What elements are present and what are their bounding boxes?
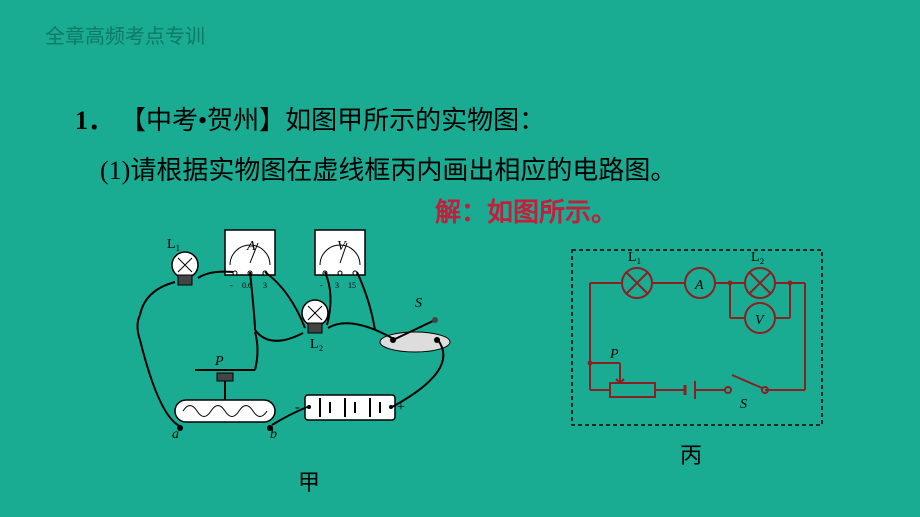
ammeter-label: A — [246, 239, 256, 254]
switch-label: S — [415, 296, 422, 311]
rheostat-b: b — [270, 427, 277, 442]
sch-l2: L₂ — [751, 250, 765, 265]
rheostat-a: a — [172, 427, 179, 442]
sch-v: V — [755, 313, 765, 328]
page-header: 全章高频考点专训 — [45, 20, 205, 49]
caption-right: 丙 — [680, 438, 702, 470]
question-number: 1． — [75, 100, 114, 137]
sch-s: S — [740, 397, 747, 412]
meter-minus: - — [230, 281, 233, 290]
sub-question: (1)请根据实物图在虚线框丙内画出相应的电路图。 — [100, 150, 676, 187]
physical-diagram: - 0.6 3 A - 3 15 V L₁ — [120, 220, 500, 500]
l2-label: L₂ — [310, 337, 324, 352]
sch-p: P — [609, 347, 619, 362]
sch-a: A — [694, 278, 704, 293]
voltmeter-label: V — [337, 239, 347, 254]
question-text: 【中考•贺州】如图甲所示的实物图： — [120, 100, 545, 137]
vmeter-scale2: 3 — [335, 281, 339, 290]
sch-l1: L₁ — [628, 250, 641, 265]
vmeter-minus: - — [320, 281, 323, 290]
circuit-diagram: L₁ A L₂ V — [570, 248, 825, 448]
vmeter-scale3: 15 — [348, 281, 356, 290]
meter-scale2: 3 — [263, 281, 267, 290]
l1-label: L₁ — [167, 237, 180, 252]
caption-left: 甲 — [298, 465, 320, 497]
rheostat-p: P — [214, 354, 224, 369]
